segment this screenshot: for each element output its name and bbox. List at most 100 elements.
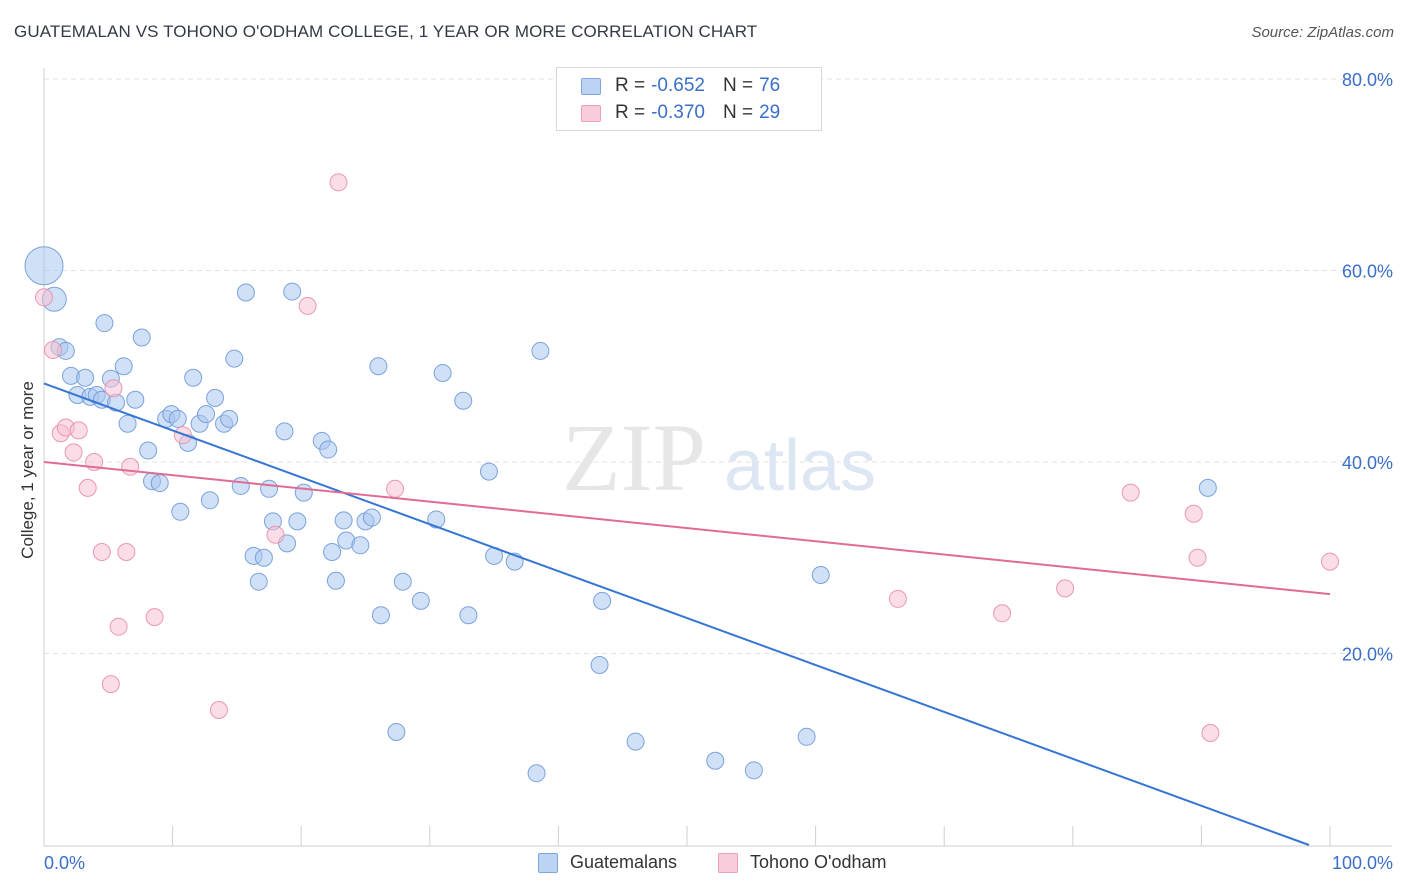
point-guatemalans <box>95 314 114 333</box>
point-tohono <box>64 443 83 462</box>
point-guatemalans <box>236 283 255 302</box>
bottom-legend-label: Guatemalans <box>570 852 678 872</box>
point-guatemalans <box>744 761 763 780</box>
point-tohono <box>92 543 111 562</box>
point-guatemalans <box>126 390 145 409</box>
point-guatemalans <box>334 511 353 530</box>
point-guatemalans <box>254 548 273 567</box>
point-guatemalans <box>459 606 478 625</box>
point-tohono <box>329 173 348 192</box>
bottom-legend-tohono: Tohono O'odham <box>718 852 887 873</box>
legend-r-value: -0.370 <box>651 102 705 123</box>
bottom-legend-label: Tohono O'odham <box>750 852 887 872</box>
point-tohono <box>117 543 136 562</box>
trendlines <box>43 382 1331 846</box>
legend-row-tohono: R = -0.370 N = 29 <box>581 101 780 125</box>
point-guatemalans <box>351 536 370 555</box>
legend-swatch-tohono <box>581 104 601 122</box>
point-guatemalans <box>362 508 381 527</box>
tick-labels: 20.0% 40.0% 60.0% 80.0% 0.0% 100.0% <box>44 70 1393 873</box>
trendline-tohono <box>43 461 1331 596</box>
point-tohono <box>1184 504 1203 523</box>
point-guatemalans <box>1198 478 1217 497</box>
watermark-atlas: atlas <box>724 426 876 506</box>
point-guatemalans <box>283 282 302 301</box>
point-tohono <box>1188 548 1207 567</box>
legend-swatch-guatemalans <box>581 77 601 95</box>
point-guatemalans <box>275 422 294 441</box>
point-guatemalans <box>393 572 412 591</box>
point-tohono <box>109 617 128 636</box>
point-tohono <box>993 604 1012 623</box>
point-guatemalans <box>200 491 219 510</box>
point-guatemalans <box>797 727 816 746</box>
axes <box>43 68 1392 847</box>
point-guatemalans <box>369 357 388 376</box>
point-guatemalans <box>139 441 158 460</box>
point-guatemalans <box>114 357 133 376</box>
y-tick-label: 20.0% <box>1342 645 1393 665</box>
point-tohono <box>386 479 405 498</box>
y-tick-label: 60.0% <box>1342 262 1393 282</box>
point-tohono <box>104 379 123 398</box>
chart-title: GUATEMALAN VS TOHONO O'ODHAM COLLEGE, 1 … <box>14 22 758 41</box>
legend-n-value: 29 <box>759 102 781 123</box>
point-guatemalans <box>454 391 473 410</box>
point-tohono <box>69 421 88 440</box>
point-tohono <box>1121 483 1140 502</box>
point-guatemalans <box>118 414 137 433</box>
point-guatemalans <box>479 462 498 481</box>
point-guatemalans <box>433 363 452 382</box>
point-guatemalans <box>249 572 268 591</box>
legend-r-label: R = <box>615 75 646 96</box>
point-guatemalans <box>371 606 390 625</box>
point-guatemalans <box>387 723 406 742</box>
point-tohono <box>78 478 97 497</box>
point-guatemalans <box>197 405 216 424</box>
legend-row-guatemalans: R = -0.652 N = 76 <box>581 74 780 98</box>
trendline-guatemalans <box>43 382 1310 846</box>
point-guatemalans <box>288 512 307 531</box>
point-tohono <box>101 675 120 694</box>
point-guatemalans <box>171 502 190 521</box>
point-tohono <box>1201 723 1220 742</box>
point-tohono <box>298 296 317 315</box>
stats-legend: R = -0.652 N = 76 R = -0.370 N = 29 <box>556 67 822 131</box>
legend-r-label: R = <box>615 102 646 123</box>
point-guatemalans <box>527 764 546 783</box>
point-guatemalans <box>319 440 338 459</box>
point-tohono <box>209 700 228 719</box>
point-guatemalans <box>132 328 151 347</box>
point-guatemalans <box>590 655 609 674</box>
source-label: Source: ZipAtlas.com <box>1251 24 1394 41</box>
point-guatemalans <box>326 571 345 590</box>
gridlines <box>44 78 1392 654</box>
point-tohono <box>266 525 285 544</box>
point-guatemalans <box>168 409 187 428</box>
y-tick-label: 80.0% <box>1342 70 1393 90</box>
watermark: ZIP atlas <box>562 404 876 511</box>
point-guatemalans <box>231 476 250 495</box>
point-guatemalans <box>184 368 203 387</box>
legend-r-value: -0.652 <box>651 75 705 96</box>
point-guatemalans <box>225 349 244 368</box>
bottom-swatch-tohono <box>718 852 738 873</box>
point-guatemalans <box>427 510 446 529</box>
series-guatemalans <box>24 246 1217 783</box>
x-tick-label: 100.0% <box>1332 853 1393 873</box>
point-tohono <box>145 608 164 627</box>
point-tohono <box>888 589 907 608</box>
point-tohono <box>1056 579 1075 598</box>
point-guatemalans <box>150 474 169 493</box>
point-tohono <box>1321 552 1339 571</box>
legend-n-value: 76 <box>759 75 781 96</box>
point-guatemalans <box>706 751 725 770</box>
x-tick-label: 0.0% <box>44 853 85 873</box>
y-tick-label: 40.0% <box>1342 453 1393 473</box>
watermark-zip: ZIP <box>562 404 706 511</box>
point-guatemalans <box>411 591 430 610</box>
point-guatemalans <box>206 388 225 407</box>
point-guatemalans <box>323 543 342 562</box>
point-guatemalans <box>593 591 612 610</box>
